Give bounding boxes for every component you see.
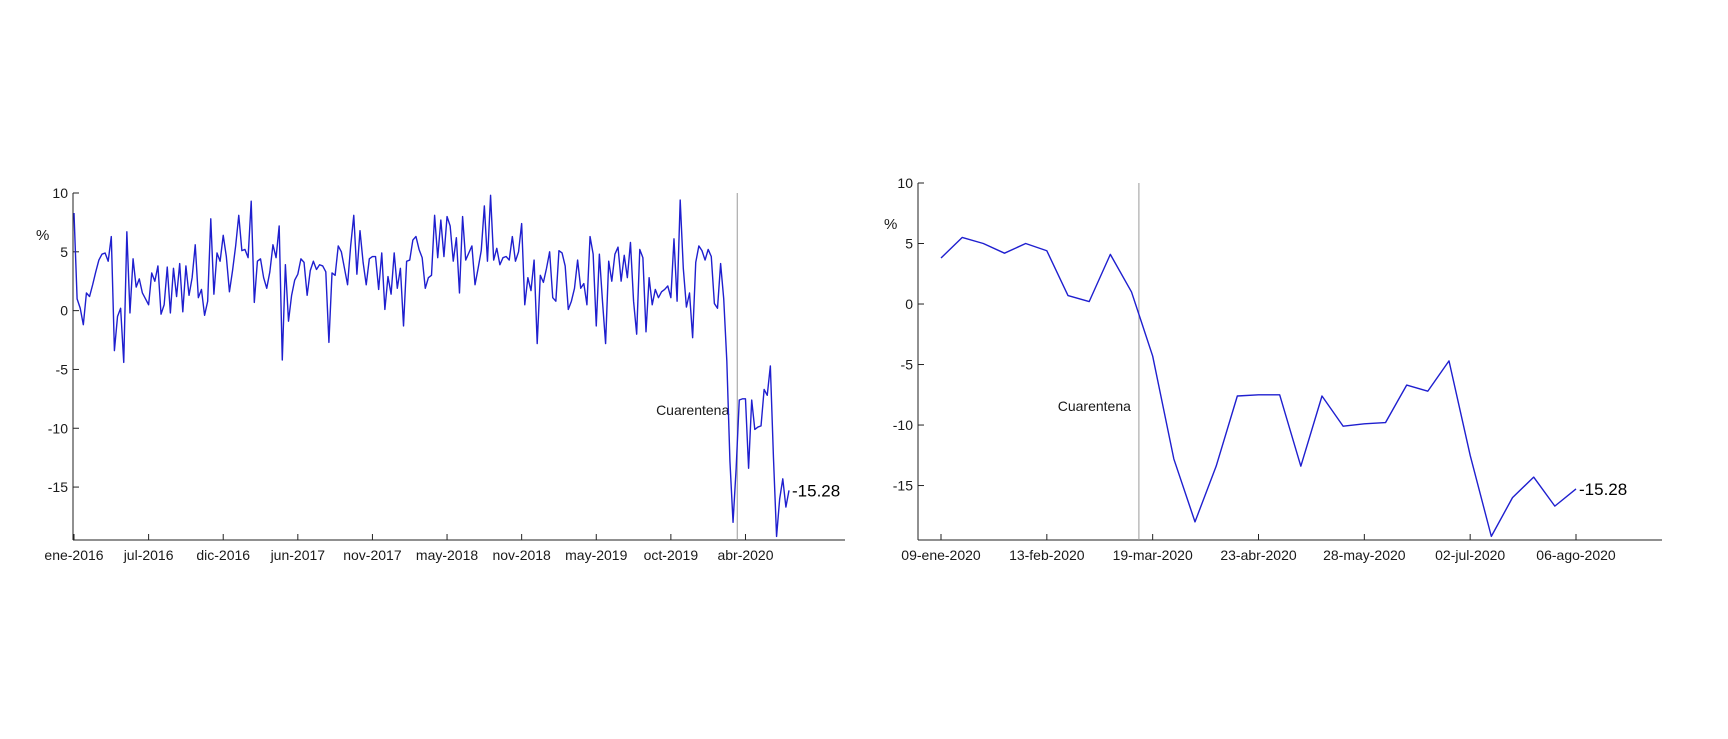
x-tick-label: 23-abr-2020 bbox=[1220, 547, 1296, 563]
y-tick-label: 0 bbox=[60, 303, 68, 319]
x-tick-label: 28-may-2020 bbox=[1323, 547, 1406, 563]
y-tick-label: 5 bbox=[905, 236, 913, 252]
x-tick-label: may-2018 bbox=[416, 547, 478, 563]
x-tick-label: 06-ago-2020 bbox=[1536, 547, 1616, 563]
y-tick-label: 5 bbox=[60, 244, 68, 260]
chart-right: 10 5 0 -5 -10 -15 09-ene-2020 13-feb-2020 19-mar… bbox=[884, 175, 1662, 563]
x-tick-label: nov-2017 bbox=[343, 547, 402, 563]
x-tick-label: 09-ene-2020 bbox=[901, 547, 981, 563]
series-line bbox=[940, 236, 1577, 538]
x-tick-label: 13-feb-2020 bbox=[1009, 547, 1085, 563]
x-tick-label: may-2019 bbox=[565, 547, 627, 563]
y-tick-label: 0 bbox=[905, 296, 913, 312]
y-tick-label: -10 bbox=[893, 417, 913, 433]
quarantine-label: Cuarentena bbox=[656, 402, 729, 418]
y-tick-label: -5 bbox=[56, 361, 69, 377]
x-tick-label: ene-2016 bbox=[44, 547, 103, 563]
y-axis-label: % bbox=[884, 216, 897, 233]
chart-left: 10 5 0 -5 -10 -15 ene-2016 jul-2016 dic-2016 jun-… bbox=[36, 185, 845, 563]
last-value-label: -15.28 bbox=[792, 481, 840, 500]
series-line bbox=[73, 194, 790, 538]
y-axis-label: % bbox=[36, 227, 49, 244]
x-tick-label: jun-2017 bbox=[270, 547, 326, 563]
quarantine-label: Cuarentena bbox=[1058, 398, 1131, 414]
x-tick-label: jul-2016 bbox=[123, 547, 174, 563]
last-value-label: -15.28 bbox=[1579, 480, 1627, 499]
y-tick-label: -5 bbox=[901, 357, 914, 373]
x-tick-label: dic-2016 bbox=[196, 547, 250, 563]
x-tick-label: oct-2019 bbox=[644, 547, 699, 563]
x-tick-label: 02-jul-2020 bbox=[1435, 547, 1505, 563]
x-tick-label: abr-2020 bbox=[717, 547, 773, 563]
x-tick-label: 19-mar-2020 bbox=[1113, 547, 1193, 563]
y-tick-label: -15 bbox=[48, 479, 68, 495]
y-tick-label: -15 bbox=[893, 478, 913, 494]
y-tick-label: 10 bbox=[52, 185, 68, 201]
x-tick-label: nov-2018 bbox=[492, 547, 551, 563]
y-tick-label: 10 bbox=[897, 175, 913, 191]
y-tick-label: -10 bbox=[48, 420, 68, 436]
